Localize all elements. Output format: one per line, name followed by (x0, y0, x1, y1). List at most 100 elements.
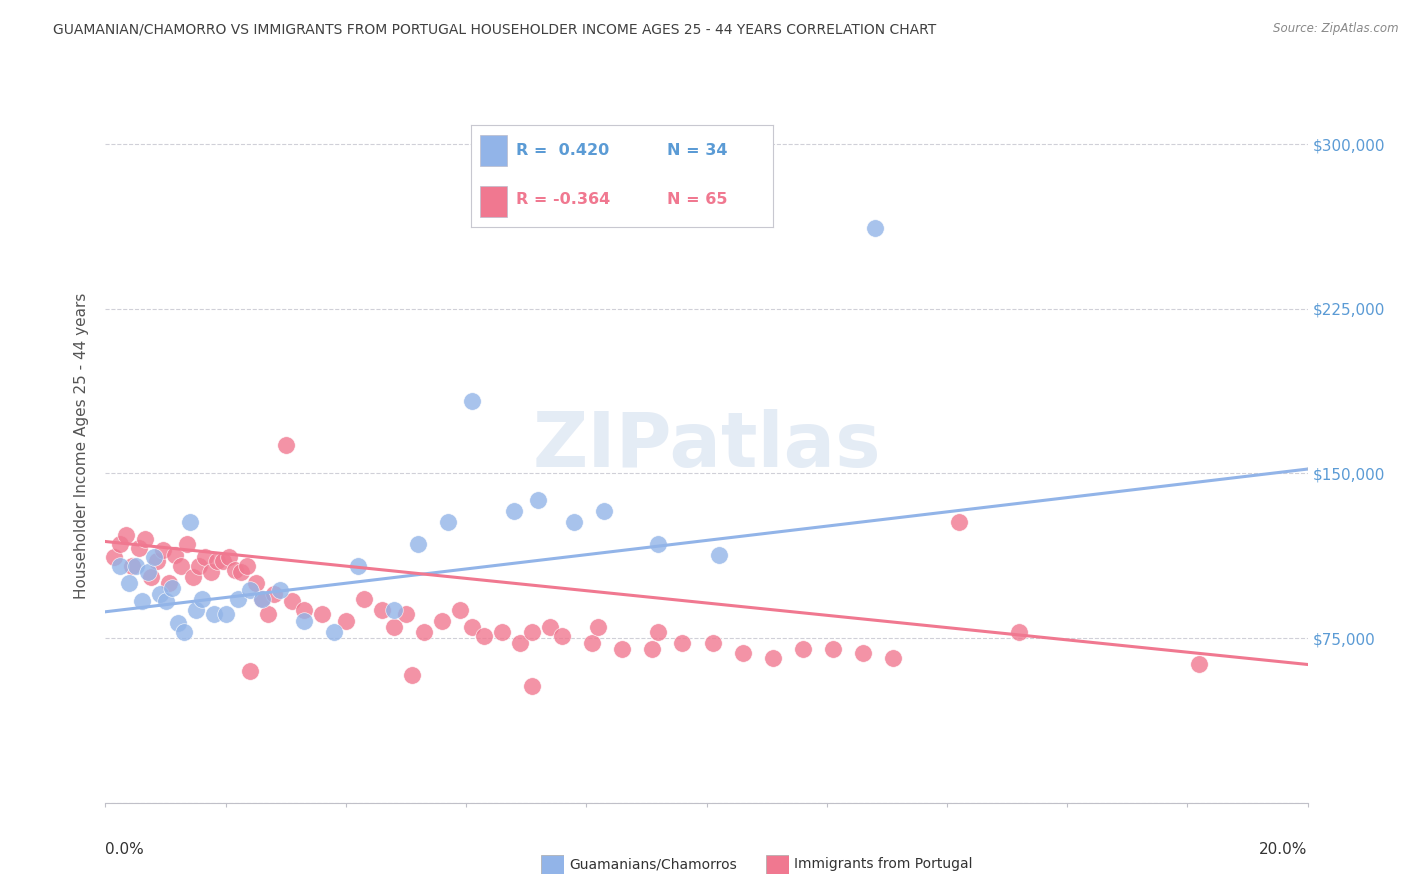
Point (707, 548, 730, 562)
Point (110, 537, 132, 551)
Point (647, 537, 669, 551)
Point (522, 624, 544, 639)
Point (128, 541, 150, 555)
Point (155, 594, 177, 608)
Point (200, 566, 222, 580)
Point (551, 629, 574, 643)
Point (641, 642, 664, 657)
Point (562, 515, 585, 529)
Point (406, 537, 429, 551)
Point (166, 615, 188, 630)
Point (281, 594, 304, 608)
Point (538, 620, 561, 634)
Text: ZIPatlas: ZIPatlas (533, 409, 880, 483)
Point (250, 591, 273, 606)
Point (205, 554, 228, 568)
Point (762, 651, 785, 665)
Point (218, 549, 240, 564)
FancyBboxPatch shape (766, 855, 789, 874)
Point (187, 558, 209, 573)
Point (214, 607, 236, 621)
Text: N = 34: N = 34 (668, 143, 728, 158)
Point (148, 587, 170, 601)
FancyBboxPatch shape (479, 136, 508, 166)
Point (139, 569, 162, 583)
Point (852, 647, 875, 661)
Point (115, 528, 138, 542)
Point (588, 620, 610, 634)
Point (263, 587, 285, 601)
Point (647, 624, 669, 639)
Point (131, 594, 153, 608)
Point (472, 629, 495, 643)
Point (110, 558, 132, 573)
Point (152, 543, 174, 558)
Point (821, 642, 844, 657)
Point (527, 492, 550, 507)
Point (169, 558, 191, 573)
FancyBboxPatch shape (541, 855, 564, 874)
Y-axis label: Householder Income Ages 25 - 44 years: Householder Income Ages 25 - 44 years (75, 293, 90, 599)
Text: N = 65: N = 65 (668, 193, 728, 207)
Point (245, 576, 267, 591)
Text: Guamanians/Chamorros: Guamanians/Chamorros (569, 857, 737, 871)
Point (184, 602, 207, 616)
Point (430, 614, 453, 628)
Point (401, 668, 423, 682)
Point (292, 614, 315, 628)
Text: Immigrants from Portugal: Immigrants from Portugal (794, 857, 973, 871)
Point (1188, 657, 1211, 672)
Point (371, 602, 394, 616)
Point (124, 558, 146, 573)
Point (522, 680, 544, 694)
Point (863, 220, 886, 235)
Point (382, 602, 405, 616)
Point (239, 664, 262, 678)
Point (176, 537, 198, 551)
Point (335, 614, 357, 628)
Point (136, 566, 159, 580)
Point (211, 554, 233, 568)
Text: GUAMANIAN/CHAMORRO VS IMMIGRANTS FROM PORTUGAL HOUSEHOLDER INCOME AGES 25 - 44 Y: GUAMANIAN/CHAMORRO VS IMMIGRANTS FROM PO… (53, 22, 936, 37)
Point (179, 515, 201, 529)
Point (581, 635, 603, 649)
Point (256, 607, 278, 621)
Point (948, 515, 970, 529)
Point (311, 607, 333, 621)
Point (491, 624, 513, 639)
Point (181, 569, 204, 583)
Point (194, 549, 217, 564)
Text: 20.0%: 20.0% (1260, 842, 1308, 857)
Point (118, 576, 141, 591)
Point (702, 635, 724, 649)
Point (134, 533, 156, 547)
Point (269, 582, 291, 597)
Point (274, 438, 297, 452)
Text: Source: ZipAtlas.com: Source: ZipAtlas.com (1274, 22, 1399, 36)
Point (145, 554, 167, 568)
Point (160, 581, 183, 595)
Point (395, 607, 418, 621)
Point (503, 504, 526, 518)
Point (239, 582, 262, 597)
Point (235, 558, 257, 573)
Point (250, 591, 273, 606)
Point (353, 591, 375, 606)
Text: R =  0.420: R = 0.420 (516, 143, 610, 158)
Point (121, 558, 143, 573)
Text: 0.0%: 0.0% (105, 842, 145, 857)
Point (612, 642, 634, 657)
Point (461, 394, 484, 409)
Point (173, 624, 195, 639)
Point (103, 549, 125, 564)
FancyBboxPatch shape (479, 186, 508, 218)
Point (437, 515, 460, 529)
Point (671, 635, 693, 649)
Point (731, 647, 754, 661)
Point (461, 620, 484, 634)
Point (224, 563, 246, 577)
Point (1008, 624, 1031, 639)
Point (226, 591, 249, 606)
Point (449, 602, 471, 616)
Point (142, 549, 165, 564)
